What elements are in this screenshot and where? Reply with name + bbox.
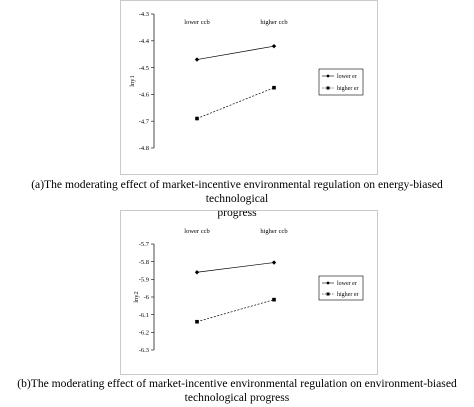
chart-a-series-line-1 xyxy=(196,87,275,119)
chart-b-legend-label: lower er xyxy=(337,281,357,287)
chart-b-legend-box xyxy=(318,275,364,301)
chart-b-legend-marker xyxy=(326,292,330,296)
caption-b-line1: (b)The moderating effect of market-incen… xyxy=(17,377,457,390)
chart-b-point xyxy=(271,260,277,265)
chart-b-series-line-1 xyxy=(196,299,275,323)
chart-b-y-axis-label: lny2 xyxy=(133,291,140,303)
chart-a-y-tick-label: -4.4 xyxy=(139,38,150,45)
chart-a-point xyxy=(195,116,199,121)
chart-b-y-tick-label: -6.3 xyxy=(139,347,149,354)
chart-a-y-tick-label: -4.5 xyxy=(139,65,149,72)
chart-b-y-tick-label: -5.9 xyxy=(139,277,149,284)
caption-a: (a)The moderating effect of market-incen… xyxy=(0,178,474,220)
chart-b-svg: -5.7 -5.8 -5.9 -6 -6.1 -6.2 -6.3 lny2 lower ccb h… xyxy=(120,210,378,375)
chart-b-y-tick-label: -5.7 xyxy=(139,241,150,248)
chart-b-point xyxy=(195,319,199,324)
chart-a-frame xyxy=(120,0,378,175)
caption-a-line2: progress xyxy=(217,206,257,219)
chart-panel-b: -5.7 -5.8 -5.9 -6 -6.1 -6.2 -6.3 lny2 lower ccb h… xyxy=(120,210,378,375)
chart-a-legend-label: lower er xyxy=(337,74,357,80)
chart-b-point xyxy=(194,270,200,275)
chart-a-y-tick-label: -4.3 xyxy=(139,11,149,18)
chart-b-series-line-0 xyxy=(196,262,275,273)
chart-b-legend-marker xyxy=(326,281,330,285)
chart-b-category-label: higher ccb xyxy=(260,228,287,235)
chart-b-y-tick-label: -5.8 xyxy=(139,259,149,266)
chart-a-point xyxy=(271,43,277,49)
chart-a-category-label: higher ccb xyxy=(260,19,287,26)
chart-a-series-line-0 xyxy=(196,45,275,60)
chart-b-point xyxy=(272,297,276,302)
chart-b-y-tick-label: -6.1 xyxy=(139,312,149,319)
chart-a-legend-marker xyxy=(326,74,330,78)
chart-b-legend-label: higher er xyxy=(337,292,359,298)
chart-a-y-tick-label: -4.6 xyxy=(139,92,150,99)
caption-b-line2: technological progress xyxy=(184,391,290,404)
caption-a-line1: (a)The moderating effect of market-incen… xyxy=(31,178,443,205)
chart-b-frame xyxy=(120,210,378,375)
chart-b-y-tick-label: -6.2 xyxy=(139,330,149,337)
chart-a-svg: -4.3 -4.4 -4.5 -4.6 -4.7 -4.8 lny1 lower ccb hig… xyxy=(120,0,378,175)
caption-b: (b)The moderating effect of market-incen… xyxy=(0,377,474,405)
chart-a-point xyxy=(272,85,276,90)
chart-a-y-tick-label: -4.7 xyxy=(139,118,150,125)
chart-a-legend-marker xyxy=(326,86,330,90)
chart-b-category-label: lower ccb xyxy=(184,228,209,235)
chart-a-legend-box xyxy=(318,68,364,96)
chart-a-legend-label: higher er xyxy=(337,86,359,92)
chart-panel-a: -4.3 -4.4 -4.5 -4.6 -4.7 -4.8 lny1 lower ccb hig… xyxy=(120,0,378,175)
chart-b-y-tick-label: -6 xyxy=(144,294,150,301)
chart-a-y-tick-label: -4.8 xyxy=(139,145,149,152)
chart-a-category-label: lower ccb xyxy=(184,19,209,26)
chart-a-point xyxy=(194,57,200,62)
chart-a-y-axis-label: lny1 xyxy=(129,75,136,87)
